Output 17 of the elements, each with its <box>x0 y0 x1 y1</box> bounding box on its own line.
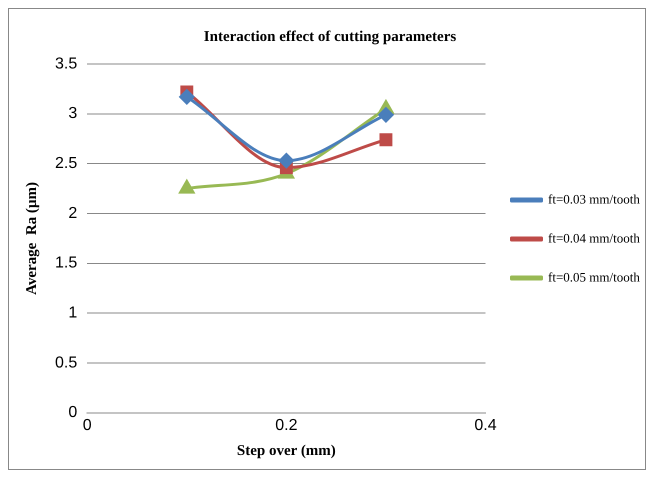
y-tick-label: 1 <box>68 304 78 322</box>
chart-title: Interaction effect of cutting parameters <box>204 28 456 45</box>
x-tick-label: 0 <box>82 416 92 434</box>
y-tick-label: 0.5 <box>54 354 78 372</box>
x-axis-title: Step over (mm) <box>236 442 336 459</box>
y-axis-title: Average Ra (µm) <box>24 182 40 295</box>
y-tick-label: 3 <box>68 105 78 122</box>
y-tick-label: 2 <box>68 204 78 222</box>
x-tick-label: 0.2 <box>275 416 298 434</box>
x-tick-label: 0.4 <box>474 416 497 434</box>
y-tick-label: 0 <box>68 404 78 422</box>
legend-label: ft=0.03 mm/tooth <box>548 191 640 206</box>
legend-label: ft=0.04 mm/tooth <box>548 230 640 246</box>
y-tick-label: 1.5 <box>54 254 78 272</box>
legend-label: ft=0.05 mm/tooth <box>548 269 640 284</box>
y-tick-label: 3.5 <box>54 55 78 72</box>
y-tick-label: 2.5 <box>54 155 78 172</box>
